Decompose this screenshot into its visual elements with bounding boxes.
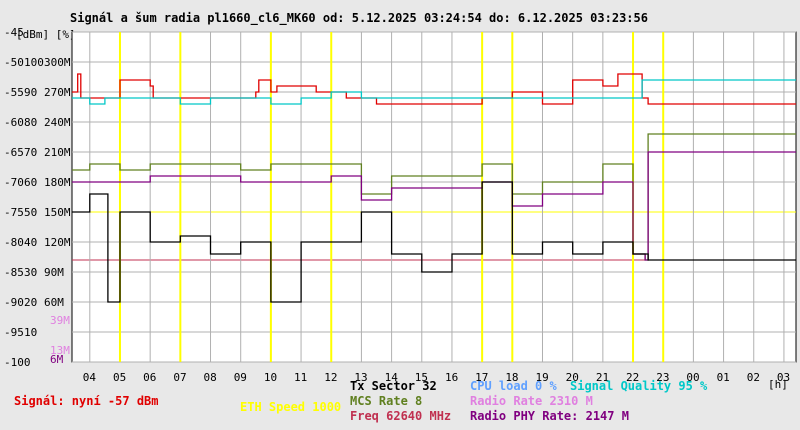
x-tick-label: 22	[626, 371, 639, 384]
y-tick-label-dbm: -70	[4, 176, 24, 189]
x-tick-label: 17	[475, 371, 488, 384]
x-tick-label: 10	[264, 371, 277, 384]
x-tick-label: 18	[505, 371, 518, 384]
x-tick-label: 00	[686, 371, 699, 384]
rate-marker-label: 6M	[50, 353, 64, 366]
y-tick-label-percent: 30	[24, 266, 37, 279]
y-tick-label-percent: 90	[24, 86, 37, 99]
y-tick-label-percent: 10	[24, 326, 37, 339]
y-tick-label-rate: 300M	[44, 56, 71, 69]
x-tick-label: 04	[83, 371, 97, 384]
y-tick-label-rate: 120M	[44, 236, 71, 249]
y-axis: -45 -50 100 300M -55 90 270M -60 80 240M -65 70 210M…	[4, 26, 71, 369]
y-tick-label-dbm: -45	[4, 26, 24, 39]
rate-marker-label: 39M	[50, 314, 70, 327]
x-tick-label: 14	[385, 371, 399, 384]
y-tick-label-dbm: -80	[4, 236, 24, 249]
y-tick-label-dbm: -85	[4, 266, 24, 279]
y-tick-label-rate: 240M	[44, 116, 71, 129]
series-signal-quality	[72, 79, 796, 105]
legend-signal-quality: Signal Quality 95 %	[570, 379, 708, 393]
y-tick-label-dbm: -75	[4, 206, 24, 219]
legend-signal-now: Signál: nyní -57 dBm	[14, 394, 159, 408]
y-tick-label-percent: 100	[24, 56, 44, 69]
y-tick-label-percent: 50	[24, 206, 37, 219]
y-tick-label-rate: 60M	[44, 296, 64, 309]
x-tick-label: 06	[143, 371, 156, 384]
y-tick-label-dbm: -65	[4, 146, 24, 159]
y-tick-label-dbm: -100	[4, 356, 31, 369]
x-tick-label: 07	[173, 371, 186, 384]
x-tick-label: 02	[747, 371, 760, 384]
y-tick-label-dbm: -50	[4, 56, 24, 69]
legend-radio-rate: Radio Rate 2310 M	[470, 394, 593, 408]
y-axis-units: [dBm] [%]	[16, 28, 76, 41]
chart-title: Signál a šum radia pl1660_cl6_MK60 od: 5…	[70, 11, 648, 26]
series-tx-sector-32	[72, 181, 796, 303]
legend-eth-speed: ETH Speed 1000	[240, 400, 341, 414]
x-tick-label: 23	[656, 371, 669, 384]
x-tick-label: 13	[354, 371, 367, 384]
x-tick-label: 09	[234, 371, 247, 384]
x-tick-label: 03	[777, 371, 790, 384]
legend-cpu-load: CPU load 0 %	[470, 379, 557, 393]
y-tick-label-dbm: -55	[4, 86, 24, 99]
legend-freq: Freq 62640 MHz	[350, 409, 451, 423]
x-tick-label: 11	[294, 371, 307, 384]
x-tick-label: 08	[204, 371, 217, 384]
y-tick-label-percent: 40	[24, 236, 37, 249]
y-tick-label-percent: 20	[24, 296, 37, 309]
x-axis: 04 05 06 07 08 09 10 11 12 13 14 15 16 17 18 19 20 21 22 23…	[83, 371, 790, 384]
y-tick-label-percent: 60	[24, 176, 37, 189]
y-tick-label-dbm: -90	[4, 296, 24, 309]
y-tick-label-rate: 270M	[44, 86, 71, 99]
x-tick-label: 20	[566, 371, 579, 384]
legend-mcs-rate: MCS Rate 8	[350, 394, 422, 408]
series-layer	[72, 73, 796, 303]
x-tick-label: 01	[717, 371, 730, 384]
y-tick-label-percent: 80	[24, 116, 37, 129]
y-tick-label-rate: 180M	[44, 176, 71, 189]
x-unit-label: [h]	[768, 378, 788, 391]
x-tick-label: 16	[445, 371, 458, 384]
y-tick-label-dbm: -60	[4, 116, 24, 129]
y-tick-label-dbm: -95	[4, 326, 24, 339]
x-tick-label: 05	[113, 371, 126, 384]
legend-radio-phy-rate: Radio PHY Rate: 2147 M	[470, 409, 629, 423]
y-tick-label-rate: 210M	[44, 146, 71, 159]
rate-marker-label: 13M	[50, 344, 70, 357]
y-tick-label-rate: 90M	[44, 266, 64, 279]
x-tick-label: 15	[415, 371, 428, 384]
x-tick-label: 12	[324, 371, 337, 384]
x-tick-label: 19	[535, 371, 548, 384]
plot-area	[71, 31, 797, 363]
legend-tx-sector: Tx Sector 32	[350, 379, 437, 393]
y-tick-label-rate: 150M	[44, 206, 71, 219]
x-tick-label: 21	[596, 371, 609, 384]
y-tick-label-percent: 70	[24, 146, 37, 159]
